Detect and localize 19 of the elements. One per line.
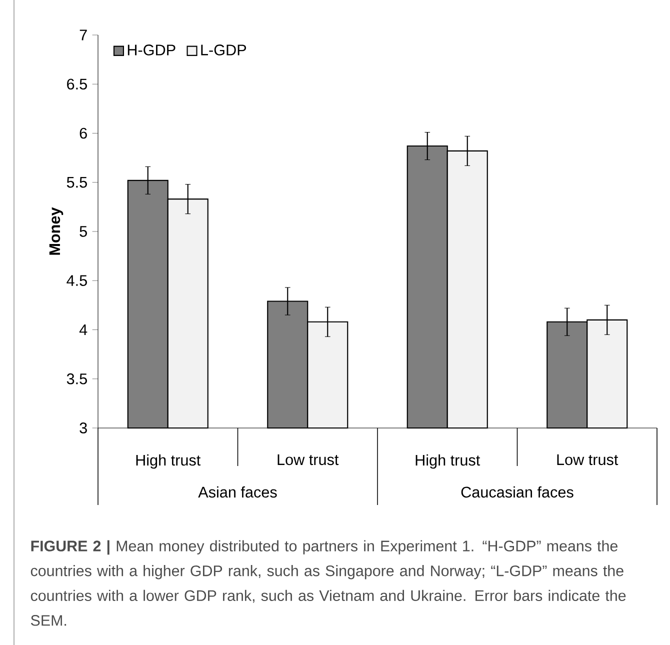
y-tick-label: 3.5 [66,373,87,384]
y-tick-label: 5.5 [66,177,87,188]
legend-label: L-GDP [201,44,246,56]
x-tick-label: Low trust [557,454,618,466]
text: FIGURE 2 | Mean money distributed to partners in Experiment 1. “H-GDP” means the countries with a higher GDP rank, such as Singapore and Norway; “L-GDP” means the countries with a lower GDP rank, such as Vietnam and Ukraine. Error bars indicate the SEM. [30,540,626,626]
x-tick-label: High trust [136,454,201,469]
y-axis-title: Money [49,207,64,255]
x-tick-label: Low trust [278,454,339,466]
y-tick-label: 4 [79,324,88,336]
y-tick-label: 6.5 [67,78,87,90]
legend-label: H-GDP [128,44,176,56]
text: Asian faces [198,486,277,498]
y-tick-label: 6 [80,128,87,139]
y-tick-label: 3 [80,422,87,434]
y-tick-label: 4.5 [66,275,87,286]
y-tick-label: 7 [80,30,87,40]
x-tick-label: High trust [416,454,480,469]
text: Caucasian faces [461,486,574,498]
y-tick-label: 5 [80,226,87,237]
